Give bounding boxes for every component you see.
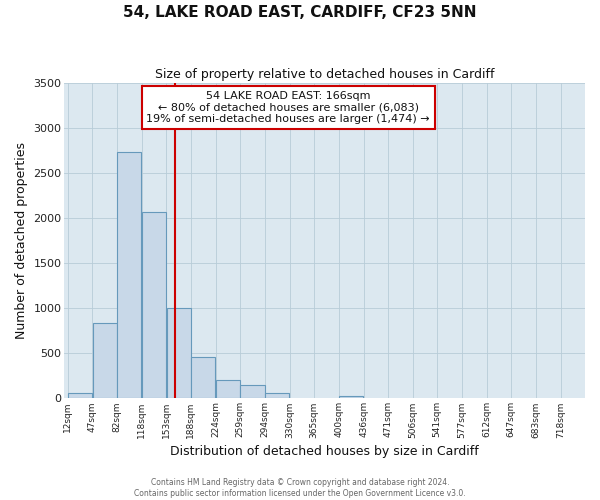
- Text: Contains HM Land Registry data © Crown copyright and database right 2024.
Contai: Contains HM Land Registry data © Crown c…: [134, 478, 466, 498]
- Y-axis label: Number of detached properties: Number of detached properties: [15, 142, 28, 339]
- Bar: [92, 322, 116, 398]
- Bar: [167, 308, 191, 398]
- Bar: [265, 394, 289, 398]
- Bar: [241, 386, 265, 398]
- Bar: [339, 396, 363, 398]
- Bar: [191, 358, 215, 399]
- Bar: [142, 212, 166, 398]
- Bar: [216, 380, 240, 398]
- Bar: [117, 152, 141, 398]
- X-axis label: Distribution of detached houses by size in Cardiff: Distribution of detached houses by size …: [170, 444, 479, 458]
- Text: 54 LAKE ROAD EAST: 166sqm
← 80% of detached houses are smaller (6,083)
19% of se: 54 LAKE ROAD EAST: 166sqm ← 80% of detac…: [146, 91, 430, 124]
- Bar: [68, 394, 92, 398]
- Title: Size of property relative to detached houses in Cardiff: Size of property relative to detached ho…: [155, 68, 494, 80]
- Text: 54, LAKE ROAD EAST, CARDIFF, CF23 5NN: 54, LAKE ROAD EAST, CARDIFF, CF23 5NN: [123, 5, 477, 20]
